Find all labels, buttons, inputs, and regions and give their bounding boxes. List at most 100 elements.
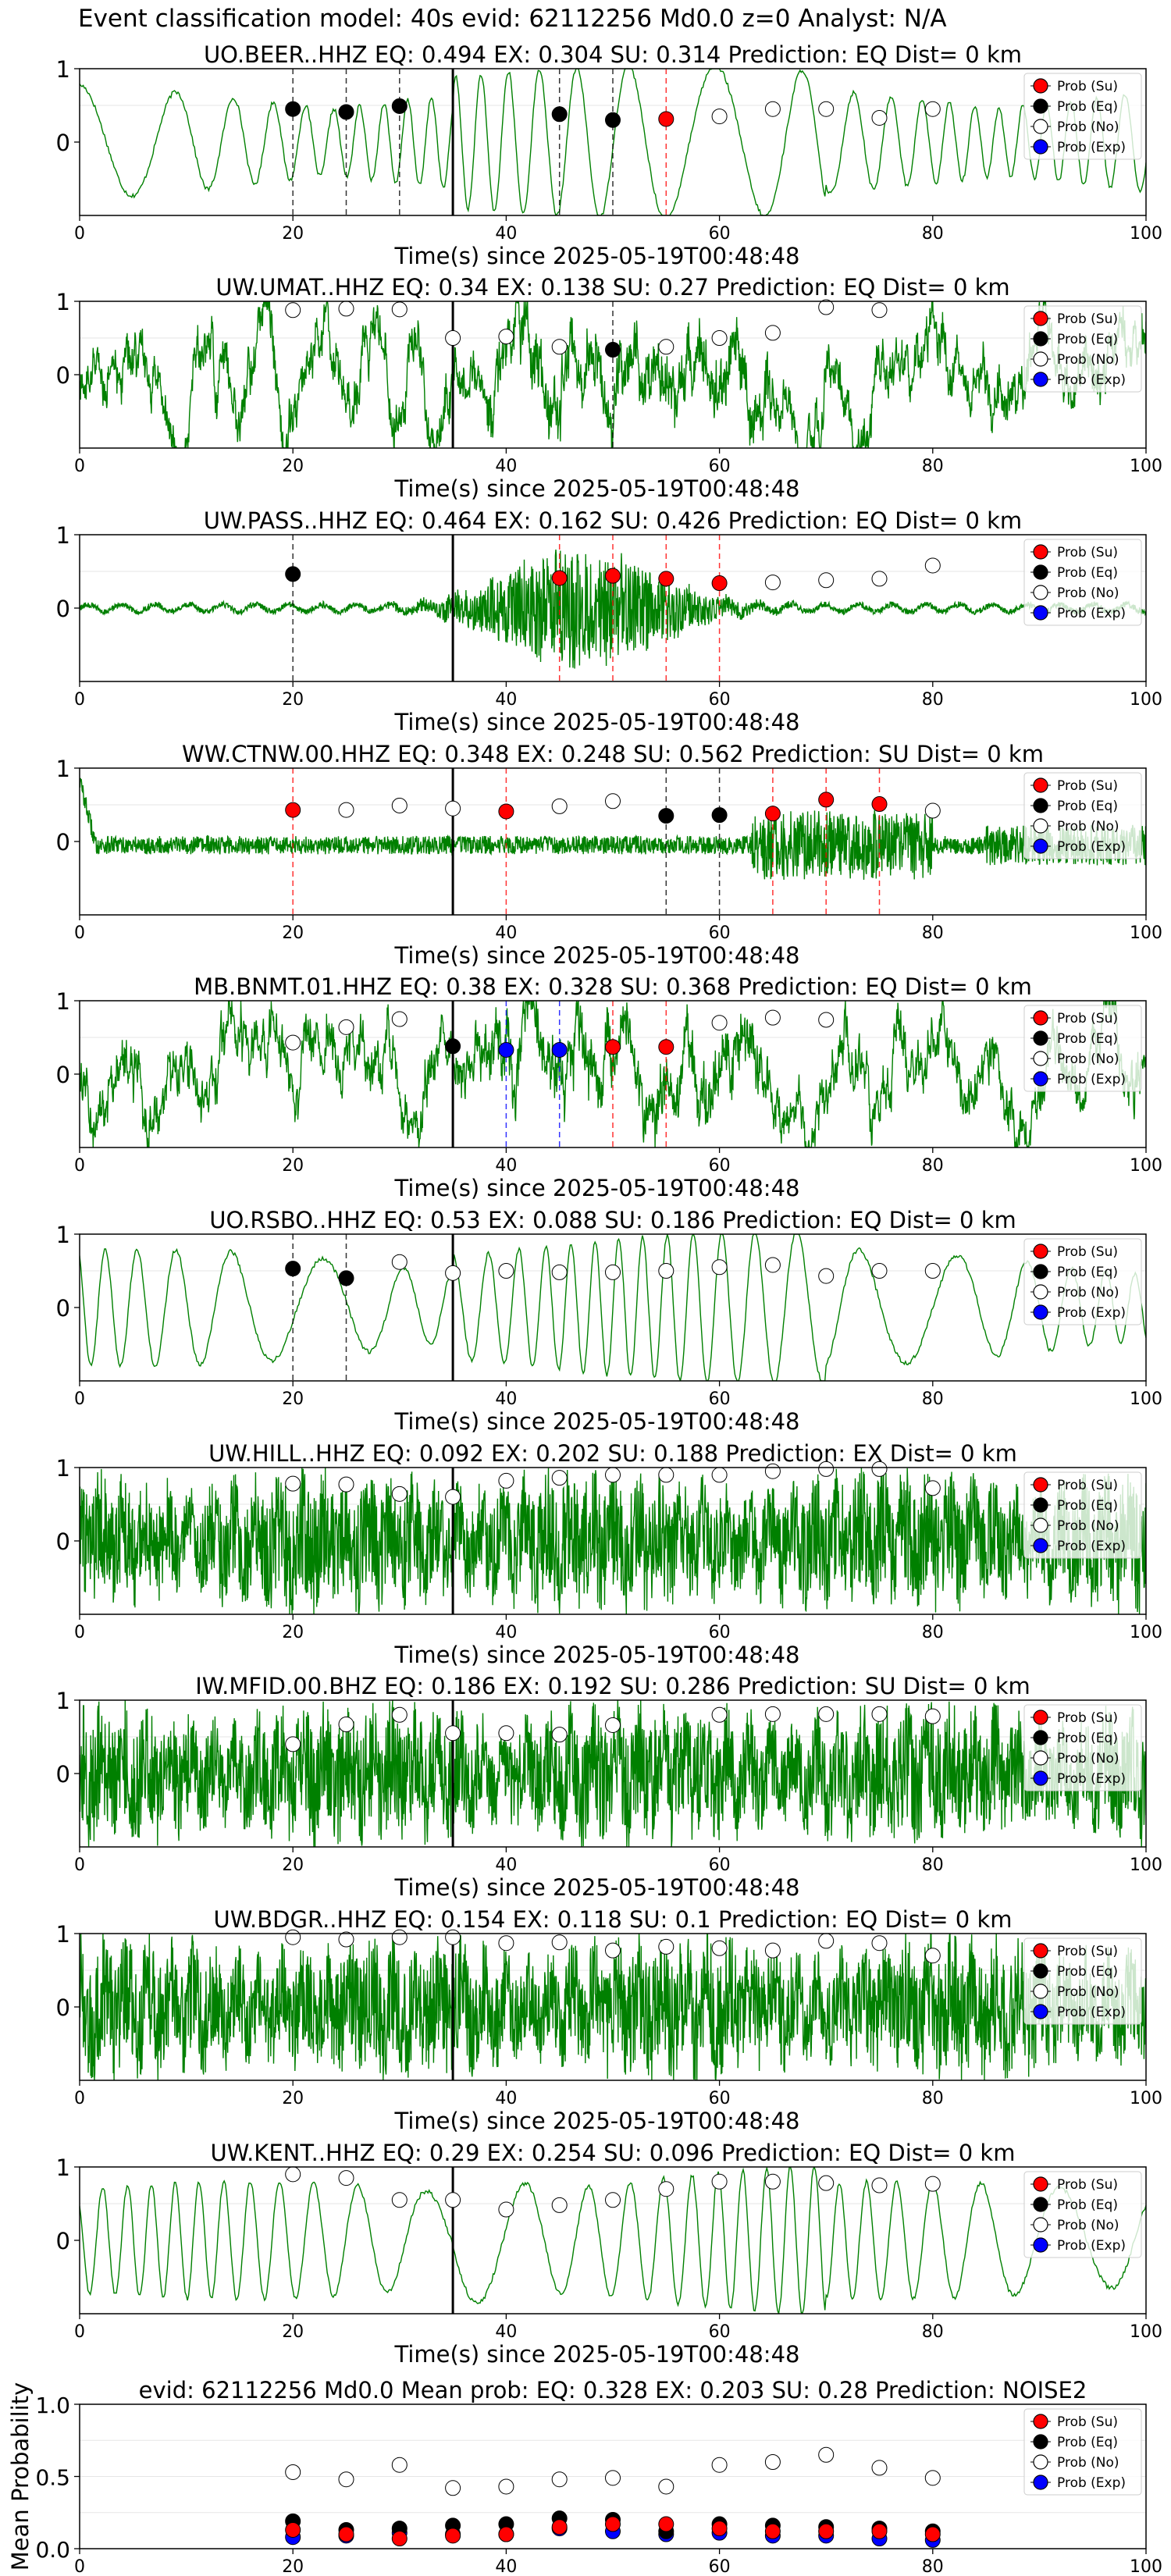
prob-marker xyxy=(658,1263,674,1279)
legend-marker xyxy=(1033,818,1048,834)
x-tick-label: 40 xyxy=(495,2557,517,2576)
prob-marker xyxy=(285,2464,301,2480)
prob-marker xyxy=(498,1263,514,1279)
y-tick-label: 0 xyxy=(56,2228,70,2254)
waveform xyxy=(80,1700,1146,1847)
y-tick-label: 1 xyxy=(56,56,70,83)
x-tick-label: 20 xyxy=(282,1156,304,1176)
legend-marker xyxy=(1033,2237,1048,2253)
prob-marker xyxy=(551,2519,568,2535)
y-tick-label: 0 xyxy=(56,1062,70,1088)
panel-title: MB.BNMT.01.HHZ EQ: 0.38 EX: 0.328 SU: 0.… xyxy=(194,973,1032,1000)
legend: Prob (Su) Prob (Eq) Prob (No) Prob (Exp) xyxy=(1023,1704,1142,1791)
legend-label: Prob (Su) xyxy=(1057,1710,1118,1726)
prob-marker xyxy=(551,2471,568,2488)
prob-marker xyxy=(924,1263,941,1279)
station-panel-3: UW.PASS..HHZ EQ: 0.464 EX: 0.162 SU: 0.4… xyxy=(56,507,1162,735)
legend-marker xyxy=(1033,1264,1048,1279)
x-tick-label: 40 xyxy=(495,224,517,244)
prob-marker xyxy=(551,570,568,586)
prob-marker xyxy=(445,2192,461,2208)
prob-marker xyxy=(658,1039,674,1055)
legend: Prob (Su) Prob (Eq) Prob (No) Prob (Exp) xyxy=(1023,1238,1142,1325)
prob-marker xyxy=(498,803,514,820)
legend-box xyxy=(1023,1937,1142,2025)
prob-marker xyxy=(551,106,568,123)
axes-frame xyxy=(79,2166,1147,2314)
prob-marker xyxy=(498,2526,514,2542)
legend-marker xyxy=(1033,311,1048,326)
prob-marker xyxy=(551,1264,568,1280)
y-tick-label: 1.0 xyxy=(35,2393,70,2418)
legend-label: Prob (Exp) xyxy=(1057,372,1126,388)
legend-label: Prob (Su) xyxy=(1057,1944,1118,1959)
x-tick-label: 80 xyxy=(922,1156,944,1176)
x-tick-label: 100 xyxy=(1130,2557,1162,2576)
legend-marker xyxy=(1033,2434,1048,2450)
legend-marker xyxy=(1033,564,1048,580)
x-tick-label: 40 xyxy=(495,690,517,710)
prob-marker xyxy=(658,2516,674,2532)
legend-label: Prob (No) xyxy=(1057,1518,1119,1534)
station-panel-1: UO.BEER..HHZ EQ: 0.494 EX: 0.304 SU: 0.3… xyxy=(56,41,1162,269)
prob-marker xyxy=(871,2177,888,2194)
prob-marker xyxy=(498,1725,514,1742)
legend-label: Prob (No) xyxy=(1057,119,1119,135)
station-panel-9: UW.BDGR..HHZ EQ: 0.154 EX: 0.118 SU: 0.1… xyxy=(56,1906,1162,2134)
prob-marker xyxy=(551,1934,568,1951)
prob-marker xyxy=(871,1706,888,1722)
x-tick-label: 80 xyxy=(922,1623,944,1642)
prob-marker xyxy=(285,802,301,818)
legend: Prob (Su) Prob (Eq) Prob (No) Prob (Exp) xyxy=(1023,1005,1142,1092)
x-tick-label: 80 xyxy=(922,923,944,943)
x-tick-label: 0 xyxy=(74,2089,85,2108)
x-axis-label: Time(s) since 2025-05-19T00:48:48 xyxy=(394,709,800,735)
prob-marker xyxy=(391,98,408,114)
legend-label: Prob (Su) xyxy=(1057,79,1118,94)
prob-marker xyxy=(764,1009,781,1026)
prob-marker xyxy=(871,796,888,813)
x-tick-label: 60 xyxy=(709,690,731,710)
legend-label: Prob (Eq) xyxy=(1057,1265,1118,1280)
legend-label: Prob (Exp) xyxy=(1057,2238,1126,2254)
prob-marker xyxy=(605,1039,621,1055)
station-panel-6: UO.RSBO..HHZ EQ: 0.53 EX: 0.088 SU: 0.18… xyxy=(56,1207,1162,1435)
legend-label: Prob (No) xyxy=(1057,2455,1119,2471)
legend: Prob (Su) Prob (Eq) Prob (No) Prob (Exp) xyxy=(1023,1471,1142,1559)
legend-label: Prob (Su) xyxy=(1057,311,1118,327)
prob-marker xyxy=(285,2521,301,2538)
prob-marker xyxy=(605,1264,621,1280)
x-tick-label: 80 xyxy=(922,224,944,244)
prob-marker xyxy=(764,2523,781,2539)
prob-marker xyxy=(764,1706,781,1722)
legend-label: Prob (Eq) xyxy=(1057,799,1118,814)
prob-marker xyxy=(871,302,888,318)
x-axis-label: Time(s) since 2025-05-19T00:48:48 xyxy=(394,1175,800,1201)
x-axis-label: Time(s) since 2025-05-19T00:48:48 xyxy=(394,475,800,502)
prob-marker xyxy=(871,1263,888,1279)
legend-marker xyxy=(1033,777,1048,793)
legend-label: Prob (No) xyxy=(1057,352,1119,368)
x-tick-label: 80 xyxy=(922,457,944,476)
prob-marker xyxy=(764,1463,781,1479)
prob-marker xyxy=(338,1717,354,1733)
y-tick-label: 0 xyxy=(56,829,70,856)
prob-marker xyxy=(391,301,408,318)
prob-marker xyxy=(818,572,835,589)
prob-marker xyxy=(391,1011,408,1027)
prob-marker xyxy=(338,1931,354,1948)
panel-title: UW.PASS..HHZ EQ: 0.464 EX: 0.162 SU: 0.4… xyxy=(204,507,1022,534)
prob-marker xyxy=(764,325,781,341)
prob-marker xyxy=(605,1467,621,1483)
legend-box xyxy=(1023,1005,1142,1092)
x-tick-label: 40 xyxy=(495,1623,517,1642)
x-tick-label: 60 xyxy=(709,1623,731,1642)
legend-box xyxy=(1023,1471,1142,1559)
x-axis-label: Time(s) since 2025-05-19T00:48:48 xyxy=(394,2108,800,2134)
y-tick-label: 1 xyxy=(56,289,70,315)
waveform xyxy=(80,1234,1146,1381)
prob-marker xyxy=(605,793,621,809)
prob-marker xyxy=(605,2516,621,2532)
legend: Prob (Su) Prob (Eq) Prob (No) Prob (Exp) xyxy=(1023,539,1142,626)
prob-marker xyxy=(338,2526,354,2542)
